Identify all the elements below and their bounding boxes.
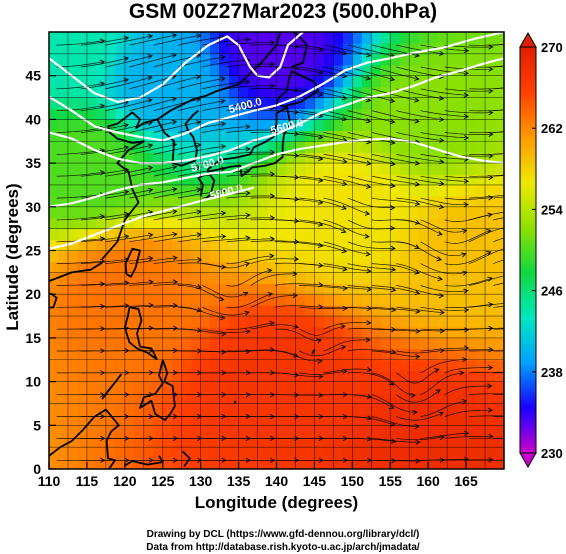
y-tick-label: 40 (25, 111, 41, 127)
y-tick-label: 0 (33, 461, 41, 477)
x-axis-ticks: 110 115 120 125 130 135 140 145 150 155 160 165 (38, 462, 478, 489)
x-tick-label: 135 (227, 473, 251, 489)
x-tick-label: 140 (265, 473, 289, 489)
x-tick-label: 115 (76, 473, 99, 489)
y-tick-label: 30 (25, 199, 41, 215)
x-tick-label: 125 (151, 473, 175, 489)
x-tick-label: 110 (38, 473, 61, 489)
y-axis-ticks: 0 5 10 15 20 25 30 35 40 45 (25, 68, 56, 477)
colorbar-max-arrow (519, 31, 537, 48)
colorbar-tick-label: 230 (541, 446, 563, 461)
x-tick-label: 150 (341, 473, 365, 489)
colorbar-tick-label: 270 (541, 40, 563, 55)
x-axis-label: Longitude (degrees) (194, 493, 359, 512)
y-tick-label: 35 (25, 155, 41, 171)
y-tick-label: 45 (25, 68, 41, 84)
colorbar: 270 262 254 246 238 230 (519, 31, 563, 469)
x-tick-label: 160 (416, 473, 440, 489)
colorbar-tick-label: 238 (541, 365, 563, 380)
credit-drawing: Drawing by DCL (https://www.gfd-dennou.o… (146, 529, 420, 540)
x-tick-label: 145 (303, 473, 327, 489)
colorbar-tick-label: 254 (541, 202, 563, 217)
y-tick-label: 5 (33, 417, 41, 433)
credit-data: Data from http://database.rish.kyoto-u.a… (146, 542, 420, 553)
x-tick-label: 130 (189, 473, 213, 489)
x-tick-label: 120 (113, 473, 137, 489)
lat-lon-grid (49, 32, 504, 469)
y-tick-label: 10 (25, 374, 41, 390)
y-axis-label: Latitude (degrees) (3, 183, 22, 331)
chart-title: GSM 00Z27Mar2023 (500.0hPa) (128, 0, 438, 23)
colorbar-scale (519, 46, 537, 454)
temperature-field (49, 32, 504, 469)
colorbar-min-arrow (519, 452, 537, 469)
y-tick-label: 25 (25, 243, 41, 259)
x-tick-label: 155 (379, 473, 403, 489)
y-tick-label: 20 (25, 286, 41, 302)
colorbar-tick-label: 246 (541, 284, 563, 299)
colorbar-tick-label: 262 (541, 121, 563, 136)
x-tick-label: 165 (454, 473, 478, 489)
y-tick-label: 15 (25, 330, 41, 346)
